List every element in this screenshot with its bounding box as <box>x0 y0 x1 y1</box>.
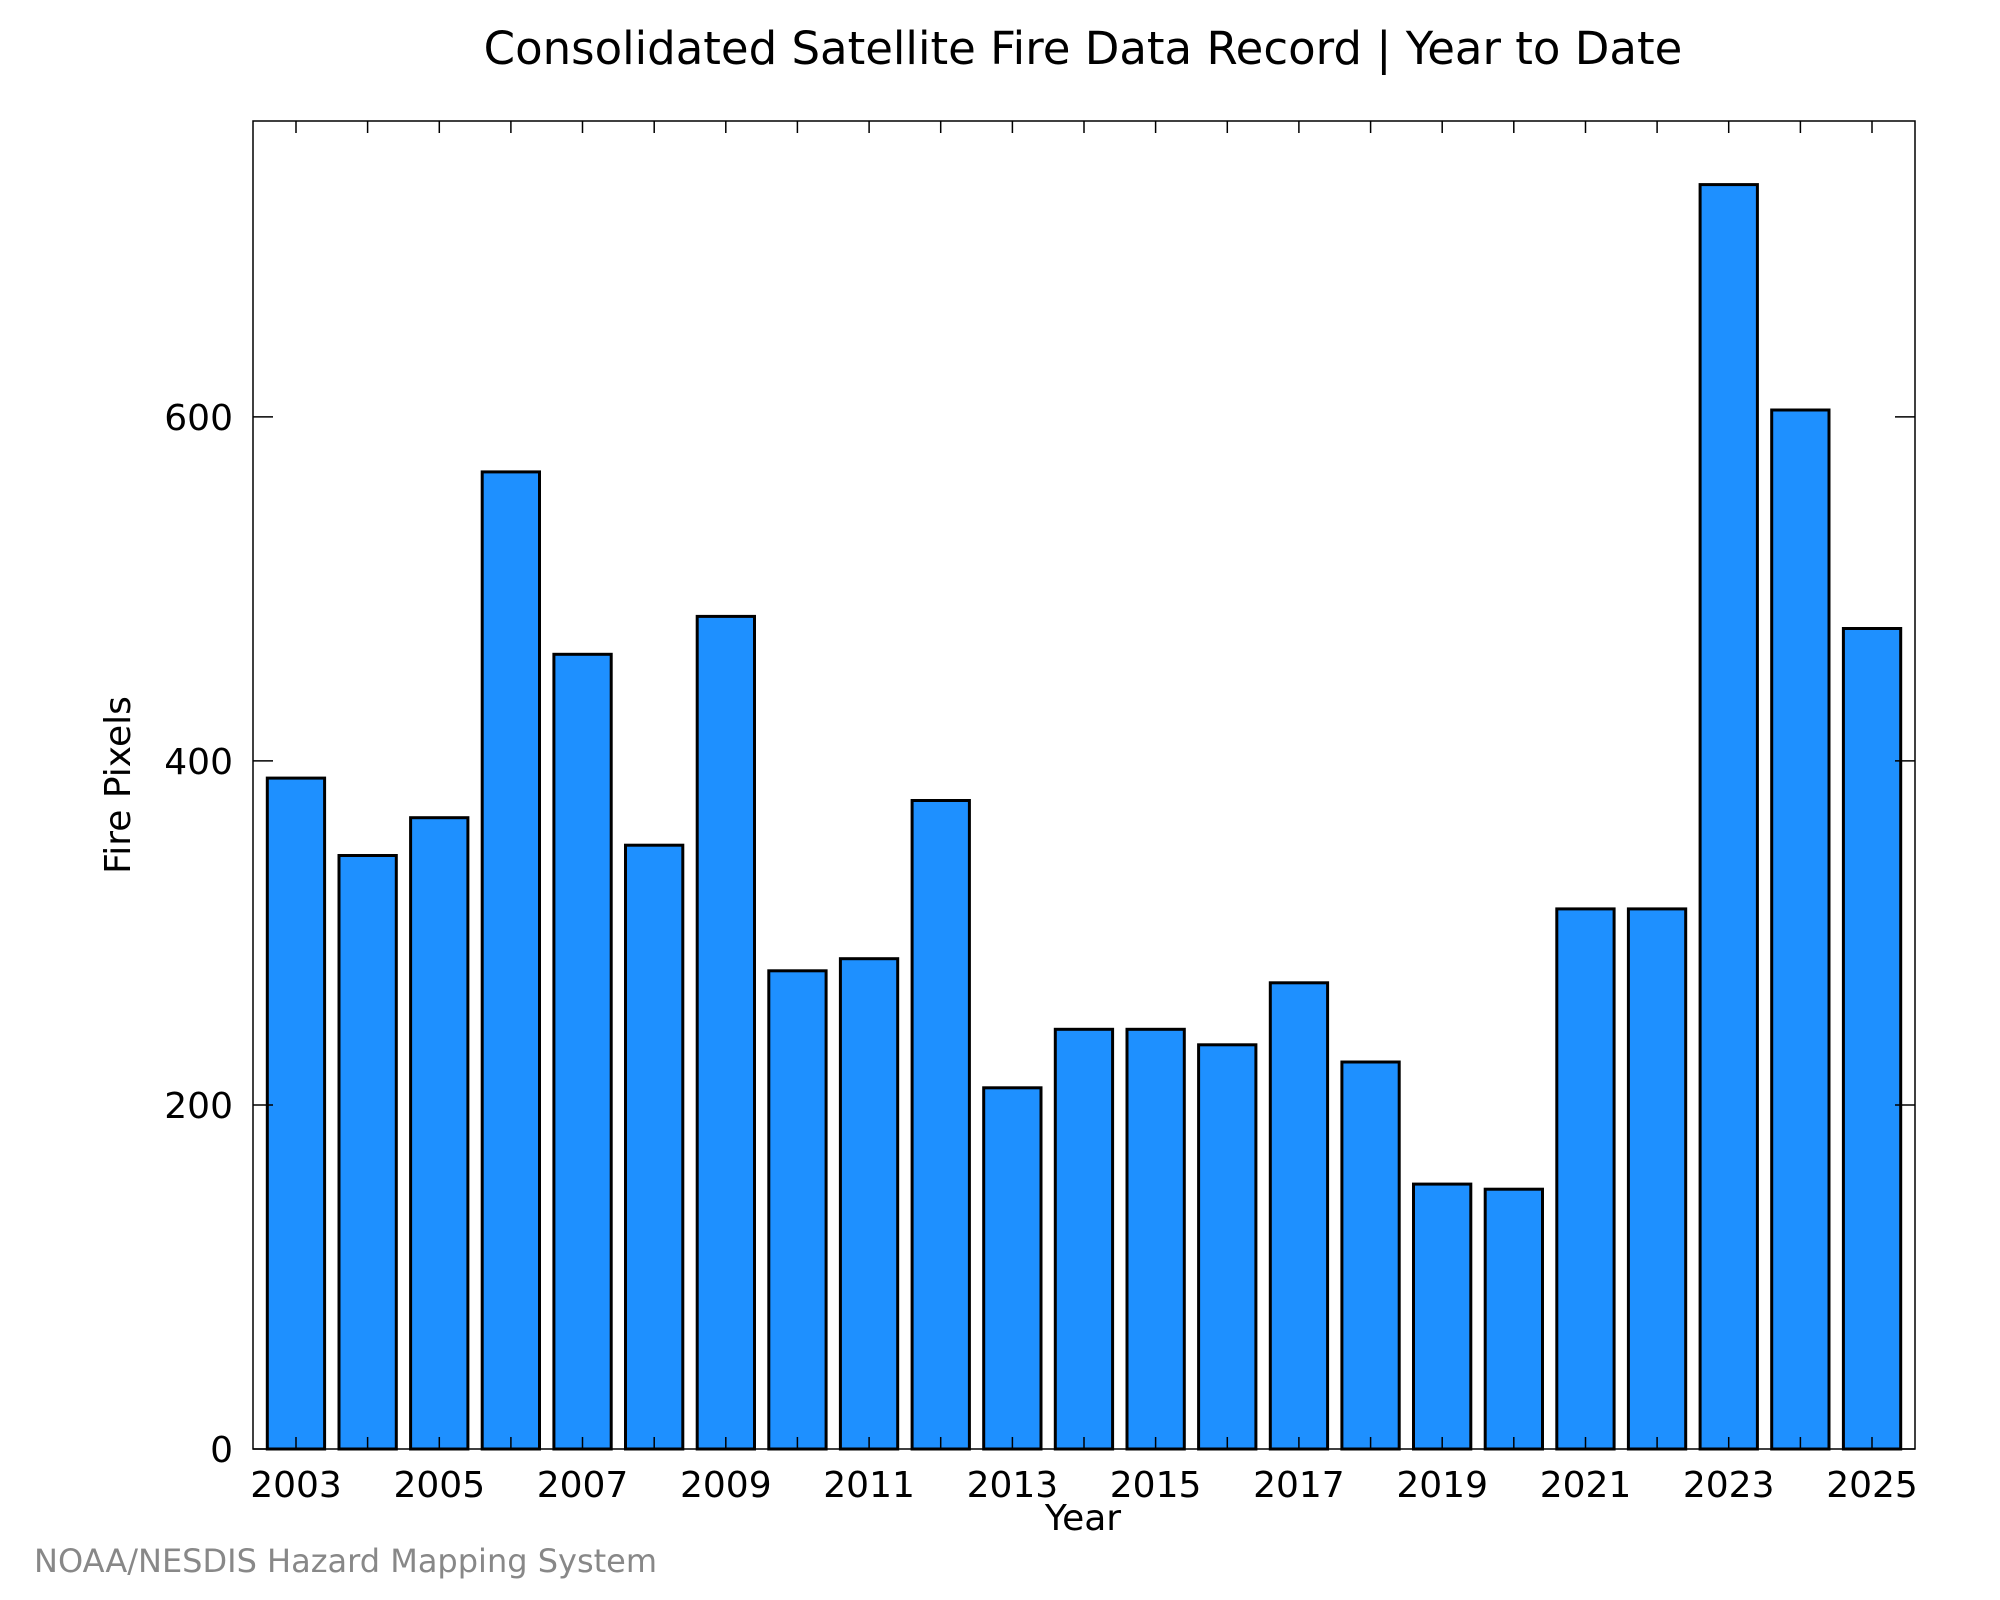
bar-2005 <box>409 816 470 1451</box>
y-tick-label-400: 400 <box>164 742 233 783</box>
bar-2003 <box>265 776 327 1451</box>
x-tick-label-2023: 2023 <box>1683 1465 1775 1506</box>
y-axis-label: Fire Pixels <box>98 696 139 874</box>
x-tick-label-2013: 2013 <box>967 1465 1059 1506</box>
bar-2022 <box>1626 907 1688 1451</box>
bar-2008 <box>624 843 685 1451</box>
bar-2025 <box>1841 627 1903 1451</box>
x-tick-label-2005: 2005 <box>393 1465 485 1506</box>
bar-2019 <box>1412 1182 1473 1451</box>
bar-2021 <box>1555 907 1616 1451</box>
chart-title: Consolidated Satellite Fire Data Record … <box>484 22 1683 75</box>
x-tick-label-2025: 2025 <box>1826 1465 1918 1506</box>
y-tick-label-600: 600 <box>164 398 233 439</box>
bar-2017 <box>1268 981 1330 1451</box>
bar-2009 <box>695 614 757 1451</box>
ticks-group: 2003 2005 2007 2009 2011 2013 2015 2017 2019 2021… <box>164 121 1918 1506</box>
bar-2010 <box>767 969 828 1451</box>
x-axis-label: Year <box>1044 1498 1121 1539</box>
bar-2006 <box>480 470 542 1451</box>
y-tick-label-200: 200 <box>164 1086 233 1127</box>
bar-2004 <box>337 854 398 1451</box>
bars-group <box>265 183 1903 1451</box>
bar-2012 <box>910 799 971 1451</box>
x-tick-label-2011: 2011 <box>823 1465 915 1506</box>
x-tick-label-2015: 2015 <box>1110 1465 1202 1506</box>
bar-2014 <box>1053 1027 1115 1451</box>
x-tick-label-2007: 2007 <box>537 1465 629 1506</box>
bar-2023 <box>1698 183 1759 1451</box>
x-tick-label-2003: 2003 <box>250 1465 342 1506</box>
x-tick-label-2019: 2019 <box>1396 1465 1488 1506</box>
bar-2013 <box>982 1086 1043 1451</box>
x-tick-label-2017: 2017 <box>1253 1465 1345 1506</box>
bar-2007 <box>552 652 613 1451</box>
bar-2020 <box>1483 1187 1544 1451</box>
bar-2015 <box>1125 1027 1186 1451</box>
bar-2024 <box>1770 408 1831 1451</box>
bar-2016 <box>1197 1043 1258 1451</box>
x-tick-label-2009: 2009 <box>680 1465 772 1506</box>
bar-2011 <box>838 957 900 1451</box>
credit-text: NOAA/NESDIS Hazard Mapping System <box>34 1542 657 1580</box>
bar-2018 <box>1340 1060 1401 1451</box>
x-tick-label-2021: 2021 <box>1540 1465 1632 1506</box>
y-tick-label-0: 0 <box>210 1430 233 1471</box>
